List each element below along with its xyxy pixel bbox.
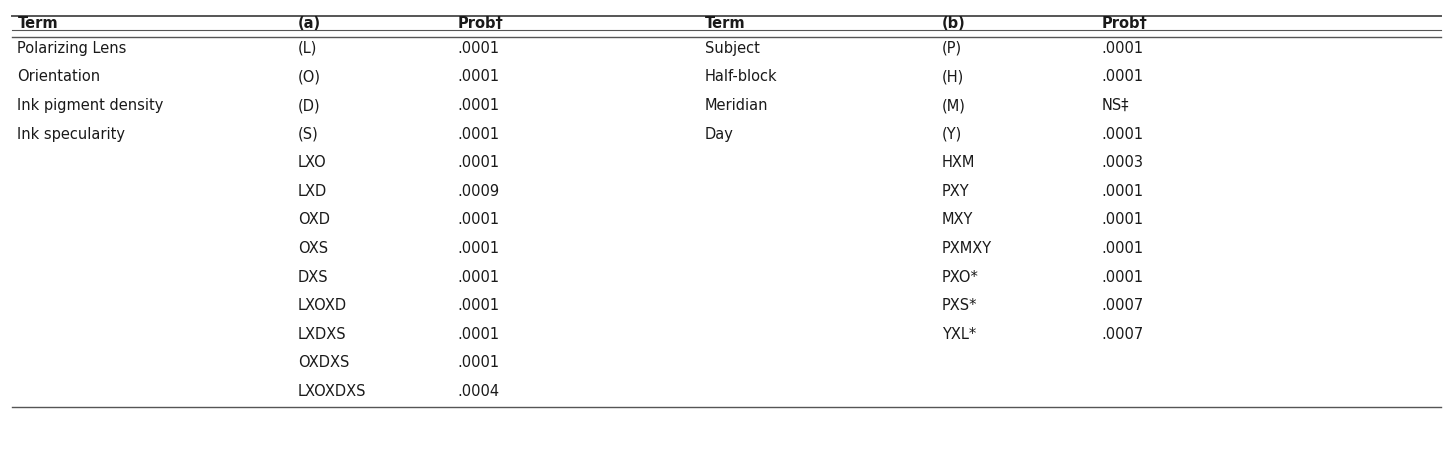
Text: Prob†: Prob† [458,16,503,30]
Text: (b): (b) [942,16,965,30]
Text: (M): (M) [942,98,965,113]
Text: YXL*: YXL* [942,327,976,342]
Text: PXS*: PXS* [942,298,976,313]
Text: .0001: .0001 [1101,241,1144,256]
Text: LXD: LXD [298,184,327,199]
Text: DXS: DXS [298,270,328,284]
Text: PXY: PXY [942,184,969,199]
Text: HXM: HXM [942,155,975,170]
Text: NS‡: NS‡ [1101,98,1129,113]
Text: .0004: .0004 [458,384,500,399]
Text: .0001: .0001 [458,355,500,370]
Text: (O): (O) [298,70,321,84]
Text: (Y): (Y) [942,127,962,142]
Text: Term: Term [705,16,745,30]
Text: .0001: .0001 [458,213,500,227]
Text: .0001: .0001 [458,70,500,84]
Text: .0001: .0001 [458,41,500,56]
Text: .0001: .0001 [458,327,500,342]
Text: Ink specularity: Ink specularity [17,127,125,142]
Text: Term: Term [17,16,58,30]
Text: LXOXDXS: LXOXDXS [298,384,366,399]
Text: .0007: .0007 [1101,298,1144,313]
Text: Polarizing Lens: Polarizing Lens [17,41,126,56]
Text: Prob†: Prob† [1101,16,1146,30]
Text: .0001: .0001 [458,98,500,113]
Text: LXDXS: LXDXS [298,327,346,342]
Text: Half-block: Half-block [705,70,777,84]
Text: .0001: .0001 [458,155,500,170]
Text: .0001: .0001 [458,298,500,313]
Text: .0001: .0001 [1101,41,1144,56]
Text: .0009: .0009 [458,184,500,199]
Text: (a): (a) [298,16,321,30]
Text: Subject: Subject [705,41,760,56]
Text: .0003: .0003 [1101,155,1144,170]
Text: Orientation: Orientation [17,70,100,84]
Text: (S): (S) [298,127,318,142]
Text: .0001: .0001 [458,241,500,256]
Text: .0007: .0007 [1101,327,1144,342]
Text: .0001: .0001 [458,270,500,284]
Text: PXMXY: PXMXY [942,241,991,256]
Text: .0001: .0001 [458,127,500,142]
Text: Day: Day [705,127,734,142]
Text: .0001: .0001 [1101,70,1144,84]
Text: Meridian: Meridian [705,98,769,113]
Text: LXO: LXO [298,155,327,170]
Text: (D): (D) [298,98,321,113]
Text: (H): (H) [942,70,963,84]
Text: .0001: .0001 [1101,127,1144,142]
Text: OXD: OXD [298,213,330,227]
Text: .0001: .0001 [1101,270,1144,284]
Text: LXOXD: LXOXD [298,298,347,313]
Text: .0001: .0001 [1101,213,1144,227]
Text: (L): (L) [298,41,317,56]
Text: (P): (P) [942,41,962,56]
Text: PXO*: PXO* [942,270,978,284]
Text: Ink pigment density: Ink pigment density [17,98,164,113]
Text: MXY: MXY [942,213,974,227]
Text: OXDXS: OXDXS [298,355,349,370]
Text: OXS: OXS [298,241,328,256]
Text: .0001: .0001 [1101,184,1144,199]
